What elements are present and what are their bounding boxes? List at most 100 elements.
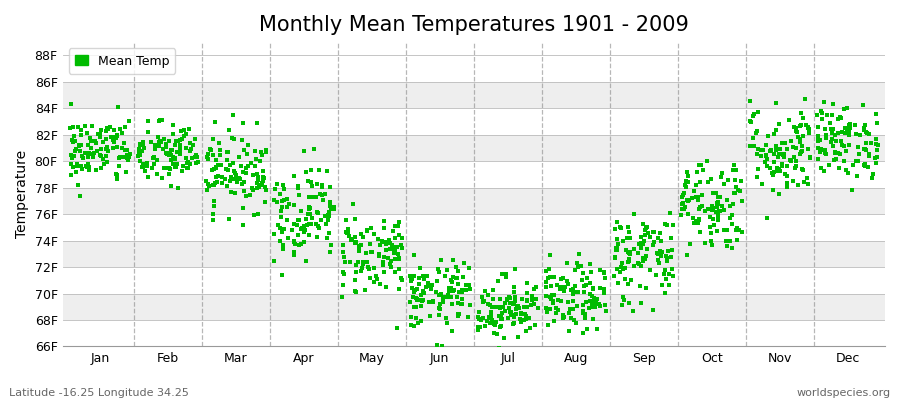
Point <box>546 318 561 324</box>
Point <box>831 116 845 122</box>
Point <box>446 274 460 280</box>
Point <box>275 229 290 235</box>
Point <box>391 222 405 229</box>
Point <box>706 190 720 197</box>
Point <box>719 227 733 233</box>
Point <box>496 304 510 310</box>
Point <box>849 158 863 165</box>
Point <box>431 269 446 276</box>
Point <box>609 245 624 251</box>
Point <box>302 194 316 200</box>
Point <box>371 236 385 242</box>
Point <box>382 237 397 243</box>
Point <box>780 172 795 179</box>
Point <box>651 250 665 257</box>
Point <box>435 343 449 349</box>
Point <box>680 196 694 203</box>
Point <box>843 124 858 130</box>
Point <box>539 305 554 311</box>
Point <box>717 207 732 213</box>
Point <box>657 267 671 273</box>
Point <box>525 296 539 303</box>
Point <box>700 158 715 164</box>
Point <box>676 200 690 206</box>
Point <box>710 214 724 220</box>
Point <box>436 294 451 300</box>
Point <box>407 323 421 329</box>
Point <box>425 282 439 288</box>
Point <box>523 325 537 332</box>
Point <box>184 140 198 146</box>
Point <box>636 258 651 264</box>
Point <box>152 138 166 145</box>
Point <box>585 285 599 291</box>
Point <box>840 127 854 134</box>
Point <box>146 155 160 161</box>
Point <box>354 242 368 248</box>
Point <box>859 128 873 135</box>
Point <box>66 164 80 170</box>
Point <box>508 294 522 300</box>
Point <box>170 161 184 167</box>
Point <box>802 130 816 136</box>
Point <box>312 191 327 198</box>
Point <box>429 278 444 284</box>
Point <box>731 187 745 193</box>
Point <box>870 142 885 148</box>
Point <box>164 146 178 153</box>
Point <box>148 154 162 160</box>
Point <box>728 167 742 174</box>
Point <box>293 240 308 247</box>
Point <box>239 193 254 200</box>
Point <box>680 184 694 190</box>
Point <box>444 284 458 291</box>
Point <box>360 259 374 266</box>
Point <box>363 241 377 247</box>
Point <box>203 147 218 153</box>
Point <box>266 197 281 204</box>
Point <box>293 208 308 214</box>
Point <box>414 302 428 309</box>
Point <box>500 297 514 303</box>
Point <box>291 217 305 224</box>
Point <box>275 198 290 204</box>
Point <box>728 177 742 184</box>
Point <box>585 299 599 305</box>
Point <box>95 138 110 145</box>
Point <box>541 275 555 281</box>
Point <box>339 228 354 235</box>
Point <box>494 316 508 322</box>
Point <box>750 174 764 180</box>
Point <box>91 131 105 138</box>
Point <box>112 104 126 110</box>
Point <box>747 110 761 117</box>
Point <box>184 146 198 152</box>
Point <box>119 168 133 175</box>
Point <box>363 275 377 281</box>
Point <box>846 162 860 168</box>
Point <box>155 117 169 124</box>
Point <box>316 197 330 203</box>
Point <box>771 168 786 174</box>
Point <box>688 182 703 188</box>
Point <box>291 185 305 191</box>
Point <box>107 134 122 140</box>
Point <box>410 296 425 302</box>
Point <box>832 114 847 120</box>
Point <box>498 308 512 314</box>
Point <box>857 127 871 133</box>
Point <box>750 127 764 134</box>
Point <box>795 148 809 154</box>
Point <box>609 219 624 226</box>
Point <box>838 130 852 136</box>
Point <box>305 194 320 200</box>
Point <box>103 124 117 130</box>
Point <box>710 204 724 210</box>
Point <box>688 187 702 194</box>
Point <box>471 327 485 334</box>
Point <box>183 148 197 154</box>
Point <box>845 186 859 193</box>
Point <box>502 295 517 301</box>
Point <box>335 294 349 300</box>
Point <box>182 126 196 132</box>
